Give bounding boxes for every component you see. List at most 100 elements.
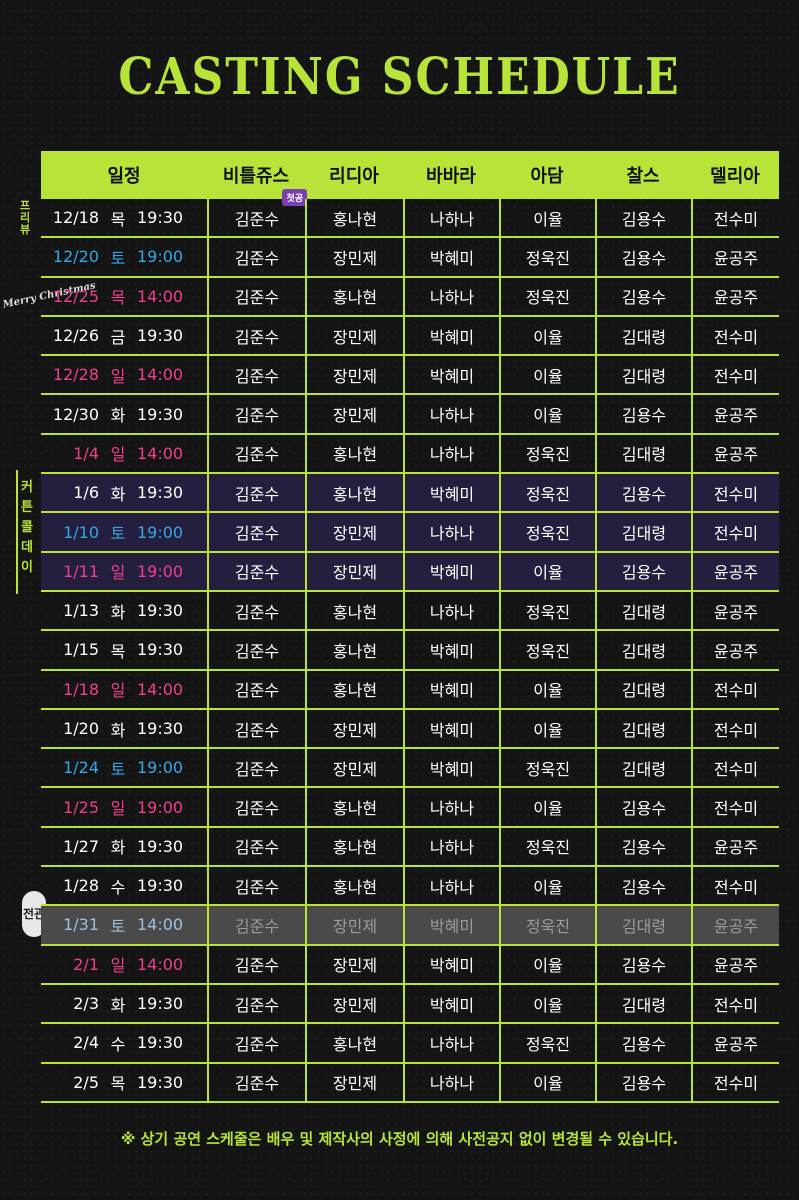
beetlejuice-cast-cell: 김준수	[207, 1063, 305, 1101]
delia-cast-cell: 전수미	[691, 356, 779, 394]
table-row: 12/25 목 14:00 김준수 홍나현 나하나 정욱진 김용수 윤공주	[41, 275, 779, 315]
preview-label: 프리뷰	[19, 199, 31, 236]
adam-cast-cell: 정욱진	[499, 749, 595, 787]
schedule-cell: 12/20 토 19:00	[41, 238, 207, 275]
date: 1/18	[63, 679, 99, 699]
delia-cast-cell: 윤공주	[691, 238, 779, 276]
schedule-cell: 2/4 수 19:30	[41, 1024, 207, 1061]
schedule-cell: 1/15 목 19:30	[41, 631, 207, 668]
schedule-cell: 1/18 일 14:00	[41, 671, 207, 708]
lydia-cast-cell: 장민제	[305, 356, 403, 394]
date: 2/4	[73, 1033, 99, 1053]
weekday: 토	[110, 524, 126, 544]
lydia-cast-cell: 장민제	[305, 709, 403, 748]
charles-cast-cell: 김대령	[595, 513, 691, 551]
schedule-cell: 12/26 금 19:30	[41, 317, 207, 354]
time: 14:00	[137, 286, 184, 306]
time: 14:00	[137, 679, 184, 699]
table-row: 1/18 일 14:00 김준수 홍나현 박혜미 이율 김대령 전수미	[41, 668, 779, 708]
table-row: 1/13 화 19:30 김준수 홍나현 나하나 정욱진 김대령 윤공주	[41, 589, 779, 630]
charles-cast-cell: 김대령	[595, 709, 691, 748]
barbara-cast-cell: 나하나	[403, 199, 499, 237]
schedule-cell: 1/10 토 19:00	[41, 513, 207, 550]
barbara-cast-cell: 박혜미	[403, 906, 499, 944]
barbara-cast-cell: 나하나	[403, 867, 499, 905]
adam-cast-cell: 이율	[499, 709, 595, 748]
lydia-cast-cell: 홍나현	[305, 434, 403, 473]
adam-cast-cell: 이율	[499, 945, 595, 983]
date: 1/24	[63, 758, 99, 778]
table-row: 1/10 토 19:00 김준수 장민제 나하나 정욱진 김대령 전수미	[41, 511, 779, 551]
lydia-cast-cell: 장민제	[305, 749, 403, 787]
time: 19:30	[137, 326, 184, 346]
barbara-cast-cell: 나하나	[403, 827, 499, 866]
charles-cast-cell: 김대령	[595, 631, 691, 669]
weekday: 금	[110, 327, 126, 347]
date: 1/10	[63, 522, 99, 542]
date: 2/1	[73, 954, 99, 974]
date: 1/11	[63, 561, 99, 581]
weekday: 목	[110, 1074, 126, 1094]
weekday: 일	[110, 681, 126, 701]
date: 12/18	[52, 208, 99, 228]
beetlejuice-cast-cell: 김준수	[207, 749, 305, 787]
weekday: 일	[110, 563, 126, 583]
table-row: 12/20 토 19:00 김준수 장민제 박혜미 정욱진 김용수 윤공주	[41, 236, 779, 276]
adam-cast-cell: 이율	[499, 670, 595, 708]
adam-cast-cell: 정욱진	[499, 513, 595, 551]
table-row: 1/25 일 19:00 김준수 홍나현 나하나 이율 김용수 전수미	[41, 786, 779, 826]
time: 19:00	[137, 797, 184, 817]
table-row: 2/1 일 14:00 김준수 장민제 박혜미 이율 김용수 윤공주	[41, 943, 779, 983]
time: 19:00	[137, 247, 184, 267]
beetlejuice-cast-cell: 김준수	[207, 906, 305, 944]
lydia-cast-cell: 장민제	[305, 395, 403, 433]
beetlejuice-cast-cell: 김준수	[207, 395, 305, 433]
weekday: 화	[110, 995, 126, 1015]
lydia-cast-cell: 홍나현	[305, 827, 403, 866]
adam-cast-cell: 이율	[499, 788, 595, 826]
lydia-cast-cell: 장민제	[305, 552, 403, 590]
beetlejuice-cast-cell: 김준수 첫공	[207, 189, 307, 237]
charles-cast-cell: 김대령	[595, 591, 691, 630]
schedule-cell: 12/30 화 19:30	[41, 395, 207, 432]
charles-cast-cell: 김용수	[595, 277, 691, 315]
weekday: 수	[110, 877, 126, 897]
date: 12/26	[52, 326, 99, 346]
charles-cast-cell: 김용수	[595, 945, 691, 983]
table-row: 12/28 일 14:00 김준수 장민제 박혜미 이율 김대령 전수미	[41, 354, 779, 394]
date: 1/20	[63, 719, 99, 738]
table-row: 1/27 화 19:30 김준수 홍나현 나하나 정욱진 김용수 윤공주	[41, 825, 779, 866]
header-adam: 아담	[530, 166, 564, 187]
schedule-cell: 1/4 일 14:00	[41, 435, 207, 472]
lydia-cast-cell: 장민제	[305, 316, 403, 355]
date: 12/28	[52, 365, 99, 385]
beetlejuice-cast-cell: 김준수	[207, 434, 305, 473]
charles-cast-cell: 김용수	[595, 1063, 691, 1101]
weekday: 화	[110, 406, 126, 426]
time: 14:00	[137, 954, 184, 974]
time: 19:00	[137, 522, 184, 542]
barbara-cast-cell: 박혜미	[403, 984, 499, 1023]
barbara-cast-cell: 나하나	[403, 395, 499, 433]
barbara-cast-cell: 나하나	[403, 277, 499, 315]
weekday: 화	[110, 838, 126, 858]
time: 19:30	[137, 994, 184, 1014]
weekday: 토	[110, 916, 126, 936]
beetlejuice-cast-cell: 김준수	[207, 827, 305, 866]
table-row: 1/6 화 19:30 김준수 홍나현 박혜미 정욱진 김용수 전수미	[41, 472, 779, 512]
adam-cast-cell: 이율	[499, 552, 595, 590]
table-row: 2/5 목 19:30 김준수 장민제 나하나 이율 김용수 전수미	[41, 1061, 779, 1101]
adam-cast-cell: 정욱진	[499, 827, 595, 866]
lydia-cast-cell: 장민제	[305, 906, 403, 944]
beetlejuice-cast-cell: 김준수	[207, 670, 305, 708]
lydia-cast-cell: 홍나현	[305, 474, 403, 512]
delia-cast-cell: 전수미	[691, 1063, 779, 1101]
date: 12/20	[52, 247, 99, 267]
delia-cast-cell: 윤공주	[691, 434, 779, 473]
date: 2/3	[73, 994, 99, 1014]
delia-cast-cell: 윤공주	[691, 277, 779, 315]
date: 2/5	[73, 1072, 99, 1092]
lydia-cast-cell: 장민제	[305, 1063, 403, 1101]
charles-cast-cell: 김대령	[595, 670, 691, 708]
time: 19:30	[137, 836, 184, 856]
